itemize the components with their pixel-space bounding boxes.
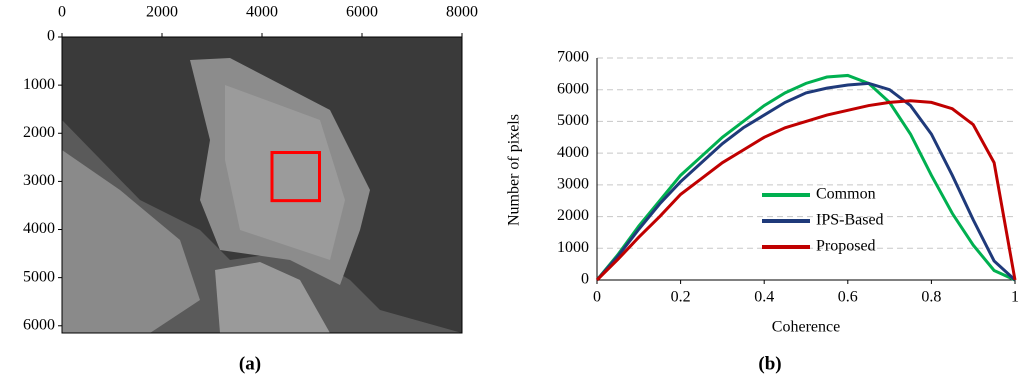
y-tick-label: 0 xyxy=(581,271,589,288)
y-tick-label: 5000 xyxy=(23,268,55,285)
y-tick-label: 6000 xyxy=(23,316,55,333)
x-tick-label: 0.2 xyxy=(671,289,691,306)
x-tick-label: 1 xyxy=(1011,289,1019,306)
highlight-box xyxy=(270,151,321,203)
x-tick-label: 0.8 xyxy=(921,289,941,306)
y-tick-label: 1000 xyxy=(557,239,589,256)
x-tick-label: 0 xyxy=(593,289,601,306)
y-tick-label: 6000 xyxy=(557,80,589,97)
x-tick-label: 0.6 xyxy=(838,289,858,306)
data-line xyxy=(595,81,1017,282)
y-axis-label: Number of pixels xyxy=(506,114,523,226)
legend-label: IPS-Based xyxy=(816,212,884,229)
panel-label: (a) xyxy=(239,353,261,374)
y-tick-label: 4000 xyxy=(23,220,55,237)
y-tick-label: 1000 xyxy=(23,76,55,93)
x-tick-label: 4000 xyxy=(246,4,278,21)
y-tick-label: 3000 xyxy=(23,172,55,189)
x-axis-label: Coherence xyxy=(772,319,840,336)
y-tick-label: 5000 xyxy=(557,112,589,129)
panel-label: (b) xyxy=(758,353,781,374)
legend-label: Proposed xyxy=(816,238,876,255)
x-tick-label: 8000 xyxy=(446,4,478,21)
legend-label: Common xyxy=(816,186,876,203)
x-tick-label: 0 xyxy=(58,4,66,21)
x-tick-label: 6000 xyxy=(346,4,378,21)
y-tick-label: 4000 xyxy=(557,144,589,161)
y-tick-label: 2000 xyxy=(23,124,55,141)
sar-image xyxy=(62,37,462,333)
x-tick-label: 0.4 xyxy=(754,289,774,306)
y-tick-label: 7000 xyxy=(557,49,589,66)
y-tick-label: 3000 xyxy=(557,176,589,193)
y-tick-label: 2000 xyxy=(557,207,589,224)
x-tick-label: 2000 xyxy=(146,4,178,21)
data-line xyxy=(595,73,1016,282)
y-tick-label: 0 xyxy=(47,28,55,45)
data-line xyxy=(595,99,1017,282)
